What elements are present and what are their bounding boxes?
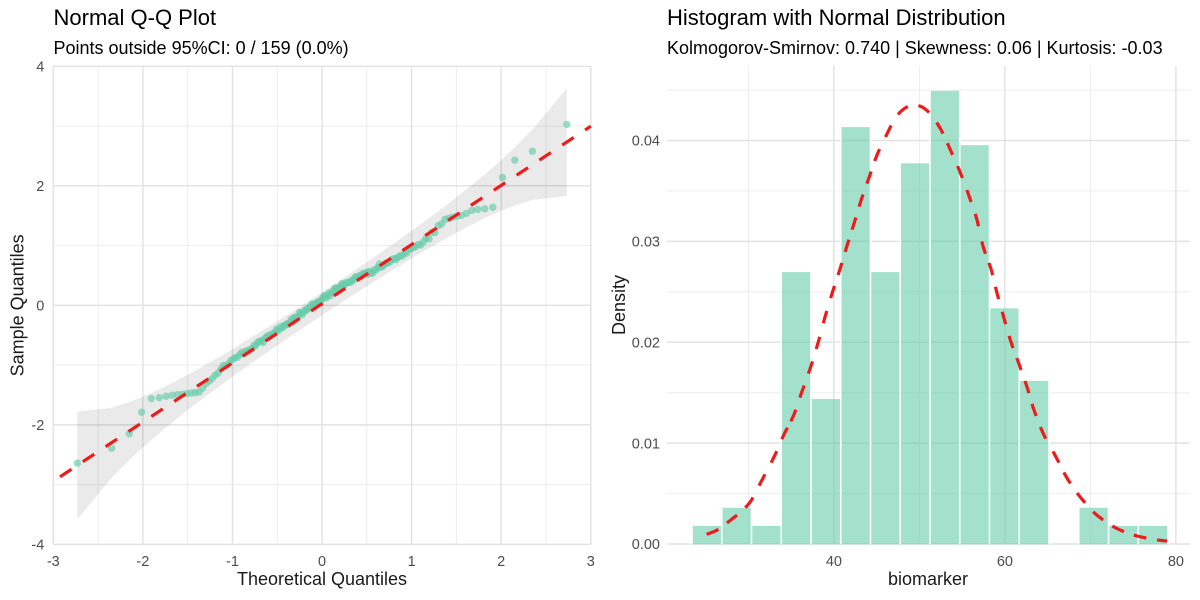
svg-text:-4: -4 [31,538,44,554]
svg-text:Kolmogorov-Smirnov: 0.740 | Sk: Kolmogorov-Smirnov: 0.740 | Skewness: 0.… [667,38,1163,58]
svg-text:Normal Q-Q Plot: Normal Q-Q Plot [54,5,217,30]
svg-text:2: 2 [497,554,505,570]
svg-text:40: 40 [826,554,842,570]
svg-text:Theoretical Quantiles: Theoretical Quantiles [237,569,407,589]
svg-text:Histogram with Normal Distribu: Histogram with Normal Distribution [667,5,1006,30]
svg-text:0.03: 0.03 [632,235,660,251]
svg-text:-3: -3 [47,554,60,570]
svg-text:biomarker: biomarker [888,569,968,589]
svg-text:0.02: 0.02 [632,335,660,351]
svg-text:2: 2 [36,179,44,195]
svg-text:-1: -1 [226,554,239,570]
svg-text:4: 4 [36,60,44,76]
svg-text:0.04: 0.04 [632,134,660,150]
svg-text:3: 3 [587,554,595,570]
svg-text:0.01: 0.01 [632,436,660,452]
svg-text:0: 0 [318,554,326,570]
svg-text:-2: -2 [136,554,149,570]
svg-text:Sample Quantiles: Sample Quantiles [8,234,28,376]
svg-text:1: 1 [408,554,416,570]
svg-text:0.00: 0.00 [632,537,660,553]
svg-text:Points outside 95%CI: 0 / 159: Points outside 95%CI: 0 / 159 (0.0%) [54,38,349,58]
svg-text:0: 0 [36,299,44,315]
svg-text:-2: -2 [31,418,44,434]
svg-text:80: 80 [1168,554,1184,570]
svg-text:Density: Density [609,275,629,335]
svg-text:60: 60 [997,554,1013,570]
